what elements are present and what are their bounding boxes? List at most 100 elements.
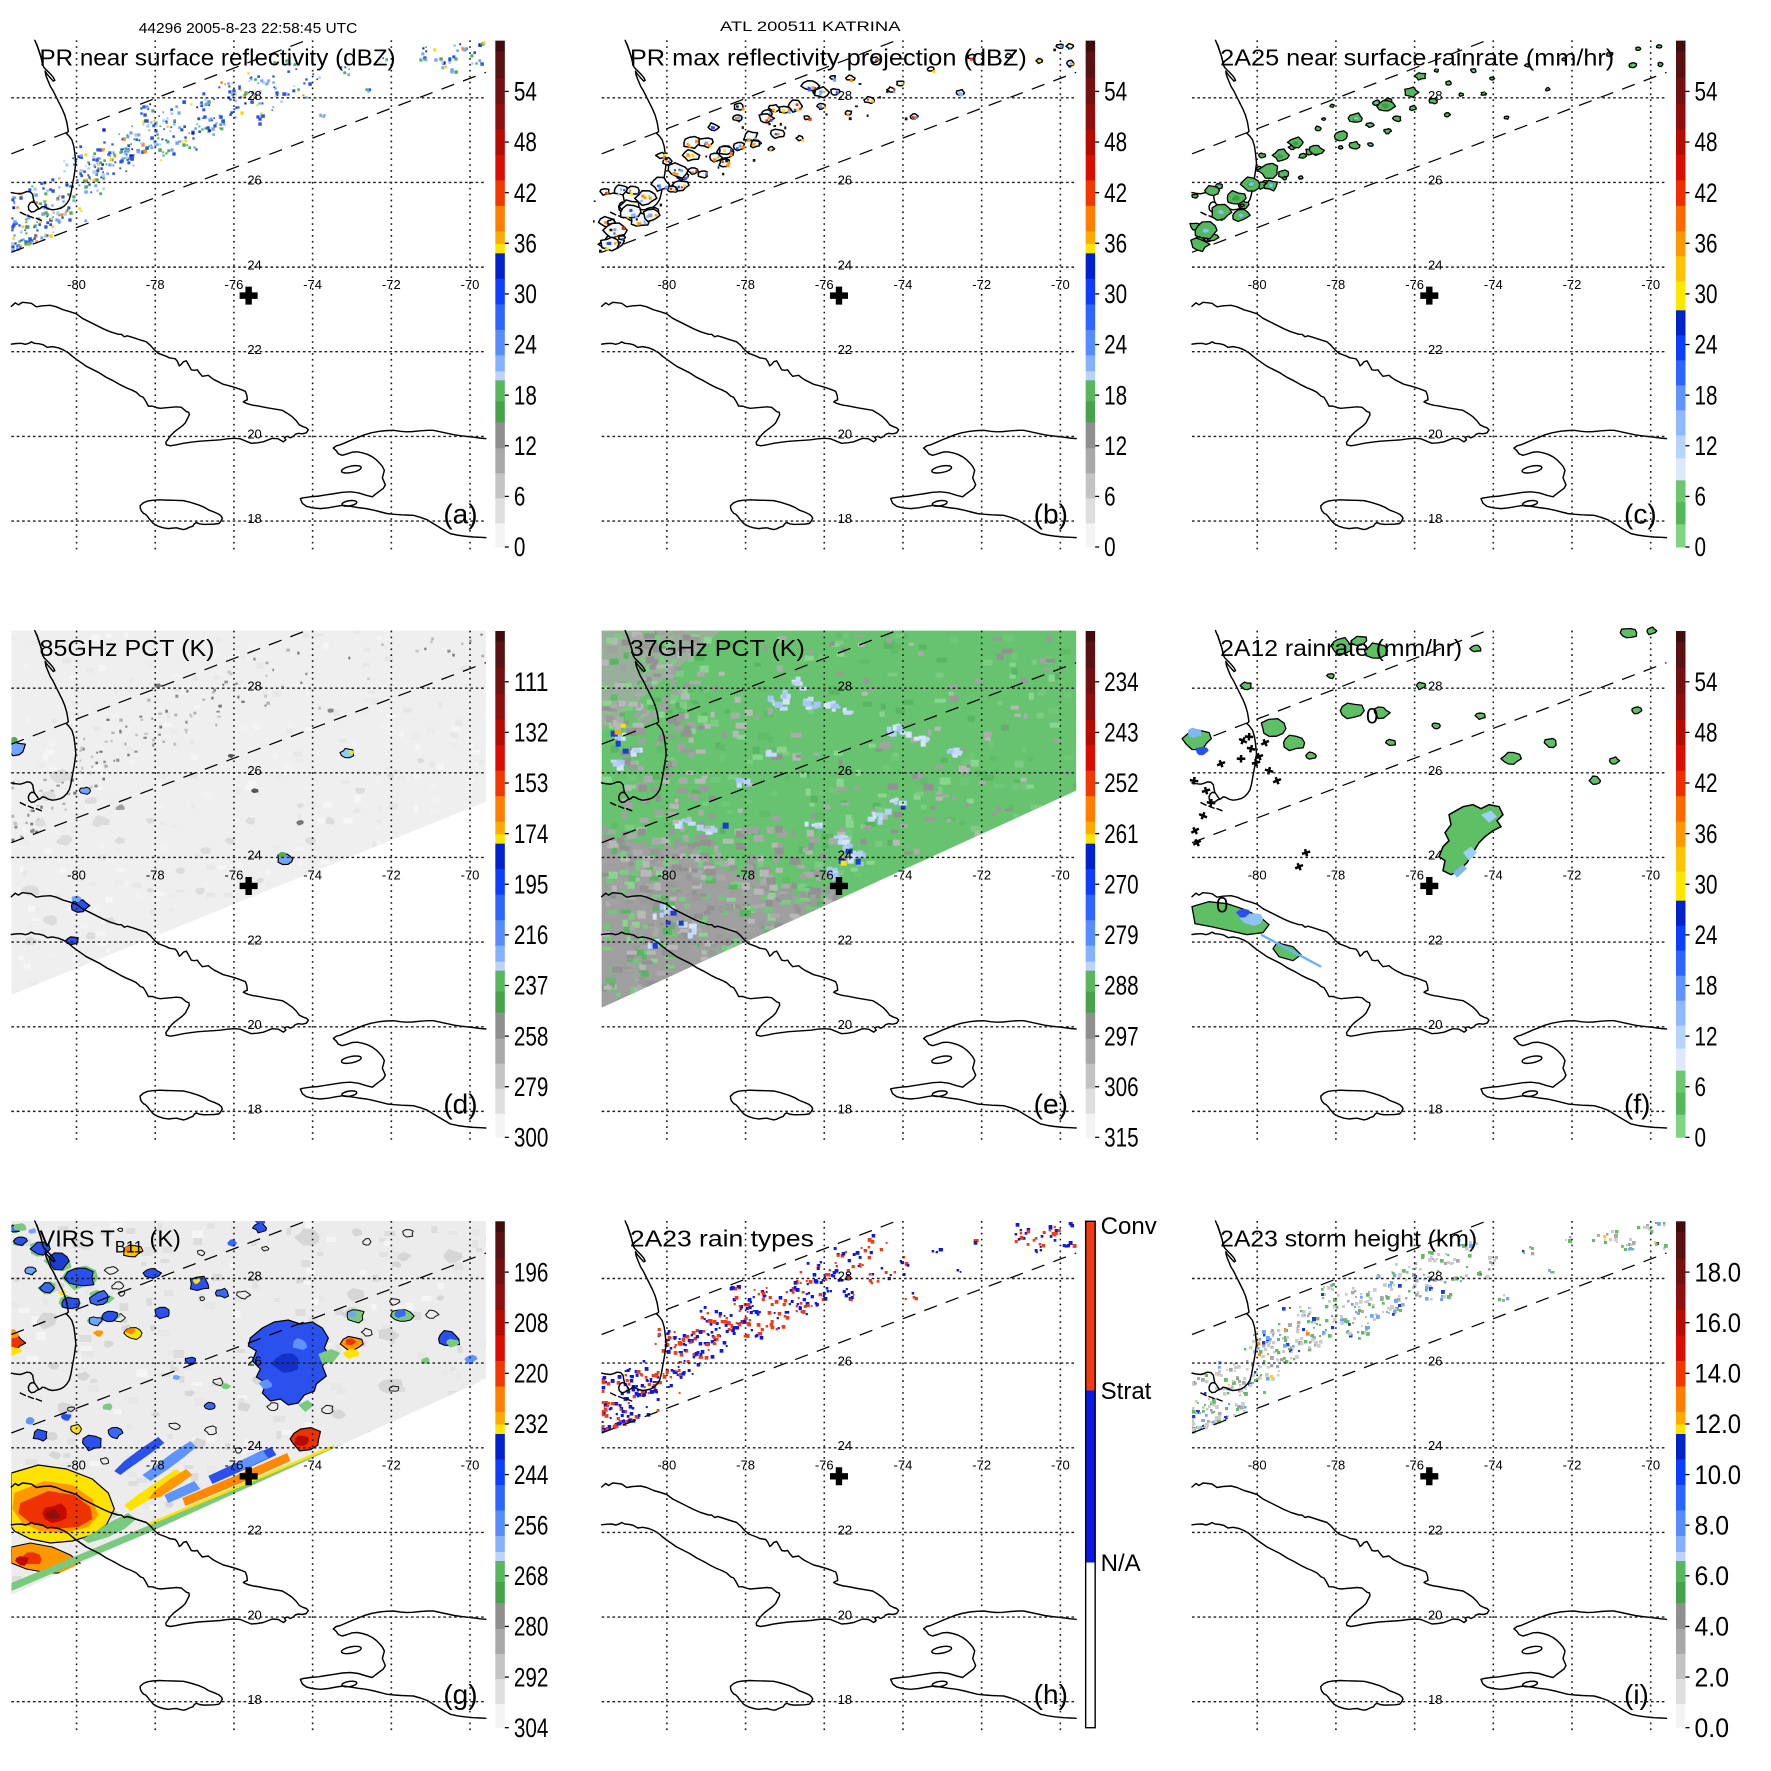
svg-text:12: 12 xyxy=(514,431,537,461)
svg-text:174: 174 xyxy=(514,819,549,849)
svg-text:(c): (c) xyxy=(1624,498,1657,529)
svg-text:2A23 rain types: 2A23 rain types xyxy=(630,1225,814,1251)
svg-text:0: 0 xyxy=(1695,1123,1707,1153)
svg-text:244: 244 xyxy=(514,1460,549,1490)
svg-text:PR near surface reflectivity (: PR near surface reflectivity (dBZ) xyxy=(40,45,396,71)
svg-text:300: 300 xyxy=(514,1123,549,1153)
svg-text:48: 48 xyxy=(1695,718,1718,748)
svg-text:ATL 200511 KATRINA: ATL 200511 KATRINA xyxy=(720,18,901,34)
svg-text:VIRS TB11 (K): VIRS TB11 (K) xyxy=(40,1225,181,1256)
svg-text:24: 24 xyxy=(1695,920,1718,950)
svg-text:0: 0 xyxy=(1104,532,1116,562)
svg-text:6: 6 xyxy=(514,482,526,512)
svg-text:18: 18 xyxy=(1695,971,1718,1001)
svg-text:PR max reflectivity projection: PR max reflectivity projection (dBZ) xyxy=(630,45,1027,71)
svg-text:36: 36 xyxy=(514,229,537,259)
svg-text:37GHz PCT (K): 37GHz PCT (K) xyxy=(630,635,805,661)
svg-text:18.0: 18.0 xyxy=(1695,1257,1742,1287)
svg-text:(b): (b) xyxy=(1034,498,1068,529)
svg-text:6: 6 xyxy=(1695,482,1707,512)
svg-text:Strat: Strat xyxy=(1101,1378,1152,1405)
svg-text:12: 12 xyxy=(1695,1021,1718,1051)
svg-text:243: 243 xyxy=(1104,718,1139,748)
svg-text:4.0: 4.0 xyxy=(1695,1612,1730,1642)
svg-text:48: 48 xyxy=(514,127,537,157)
svg-text:42: 42 xyxy=(1695,178,1718,208)
svg-text:54: 54 xyxy=(514,77,537,107)
svg-text:279: 279 xyxy=(514,1072,549,1102)
svg-text:36: 36 xyxy=(1695,229,1718,259)
svg-text:54: 54 xyxy=(1104,77,1127,107)
svg-text:12.0: 12.0 xyxy=(1695,1409,1742,1439)
svg-text:30: 30 xyxy=(1104,279,1127,309)
svg-text:44296 2005-8-23 22:58:45 UTC: 44296 2005-8-23 22:58:45 UTC xyxy=(139,20,358,37)
svg-text:268: 268 xyxy=(514,1561,549,1591)
svg-text:(g): (g) xyxy=(443,1679,477,1710)
svg-text:36: 36 xyxy=(1104,229,1127,259)
svg-text:234: 234 xyxy=(1104,667,1139,697)
svg-text:N/A: N/A xyxy=(1101,1550,1141,1577)
svg-text:18: 18 xyxy=(514,380,537,410)
svg-text:6: 6 xyxy=(1695,1072,1707,1102)
svg-text:288: 288 xyxy=(1104,971,1139,1001)
svg-text:2.0: 2.0 xyxy=(1695,1662,1730,1692)
svg-text:6: 6 xyxy=(1104,482,1116,512)
svg-text:(i): (i) xyxy=(1624,1679,1649,1710)
svg-text:0: 0 xyxy=(1695,532,1707,562)
svg-text:30: 30 xyxy=(514,279,537,309)
svg-text:279: 279 xyxy=(1104,920,1139,950)
svg-text:42: 42 xyxy=(1695,768,1718,798)
svg-text:132: 132 xyxy=(514,718,549,748)
svg-text:297: 297 xyxy=(1104,1021,1139,1051)
svg-text:252: 252 xyxy=(1104,768,1139,798)
svg-text:42: 42 xyxy=(1104,178,1127,208)
svg-text:54: 54 xyxy=(1695,667,1718,697)
svg-text:216: 216 xyxy=(514,920,549,950)
svg-text:111: 111 xyxy=(514,667,549,697)
svg-text:(a): (a) xyxy=(443,498,477,529)
svg-text:0: 0 xyxy=(1216,893,1228,918)
svg-text:237: 237 xyxy=(514,971,549,1001)
svg-text:30: 30 xyxy=(1695,869,1718,899)
svg-text:292: 292 xyxy=(514,1662,549,1692)
svg-text:24: 24 xyxy=(514,330,537,360)
svg-text:0.0: 0.0 xyxy=(1695,1713,1730,1743)
svg-text:24: 24 xyxy=(1695,330,1718,360)
svg-text:18: 18 xyxy=(1104,380,1127,410)
svg-text:(e): (e) xyxy=(1034,1089,1068,1120)
svg-text:270: 270 xyxy=(1104,869,1139,899)
svg-text:54: 54 xyxy=(1695,77,1718,107)
svg-text:12: 12 xyxy=(1104,431,1127,461)
svg-text:256: 256 xyxy=(514,1510,549,1540)
svg-text:306: 306 xyxy=(1104,1072,1139,1102)
svg-text:10.0: 10.0 xyxy=(1695,1460,1742,1490)
svg-text:2A25 near surface rainrate (mm: 2A25 near surface rainrate (mm/hr) xyxy=(1220,45,1614,71)
svg-text:195: 195 xyxy=(514,869,549,899)
svg-text:2A12 rainrate (mm/hr): 2A12 rainrate (mm/hr) xyxy=(1220,635,1462,661)
svg-text:(d): (d) xyxy=(443,1089,477,1120)
svg-text:2A23 storm height (km): 2A23 storm height (km) xyxy=(1220,1225,1477,1251)
svg-text:220: 220 xyxy=(514,1359,549,1389)
svg-text:208: 208 xyxy=(514,1308,549,1338)
svg-text:315: 315 xyxy=(1104,1123,1139,1153)
svg-text:196: 196 xyxy=(514,1257,549,1287)
svg-text:232: 232 xyxy=(514,1409,549,1439)
svg-text:24: 24 xyxy=(1104,330,1127,360)
svg-text:12: 12 xyxy=(1695,431,1718,461)
svg-text:Conv: Conv xyxy=(1101,1213,1157,1240)
svg-text:304: 304 xyxy=(514,1713,549,1743)
svg-text:(h): (h) xyxy=(1034,1679,1068,1710)
svg-text:0: 0 xyxy=(514,532,526,562)
svg-text:42: 42 xyxy=(514,178,537,208)
svg-text:48: 48 xyxy=(1695,127,1718,157)
svg-text:280: 280 xyxy=(514,1612,549,1642)
svg-text:48: 48 xyxy=(1104,127,1127,157)
svg-text:153: 153 xyxy=(514,768,549,798)
svg-text:14.0: 14.0 xyxy=(1695,1359,1742,1389)
svg-text:36: 36 xyxy=(1695,819,1718,849)
svg-text:18: 18 xyxy=(1695,380,1718,410)
svg-text:85GHz PCT (K): 85GHz PCT (K) xyxy=(40,635,215,661)
svg-text:0: 0 xyxy=(1366,704,1378,729)
svg-text:16.0: 16.0 xyxy=(1695,1308,1742,1338)
svg-text:30: 30 xyxy=(1695,279,1718,309)
